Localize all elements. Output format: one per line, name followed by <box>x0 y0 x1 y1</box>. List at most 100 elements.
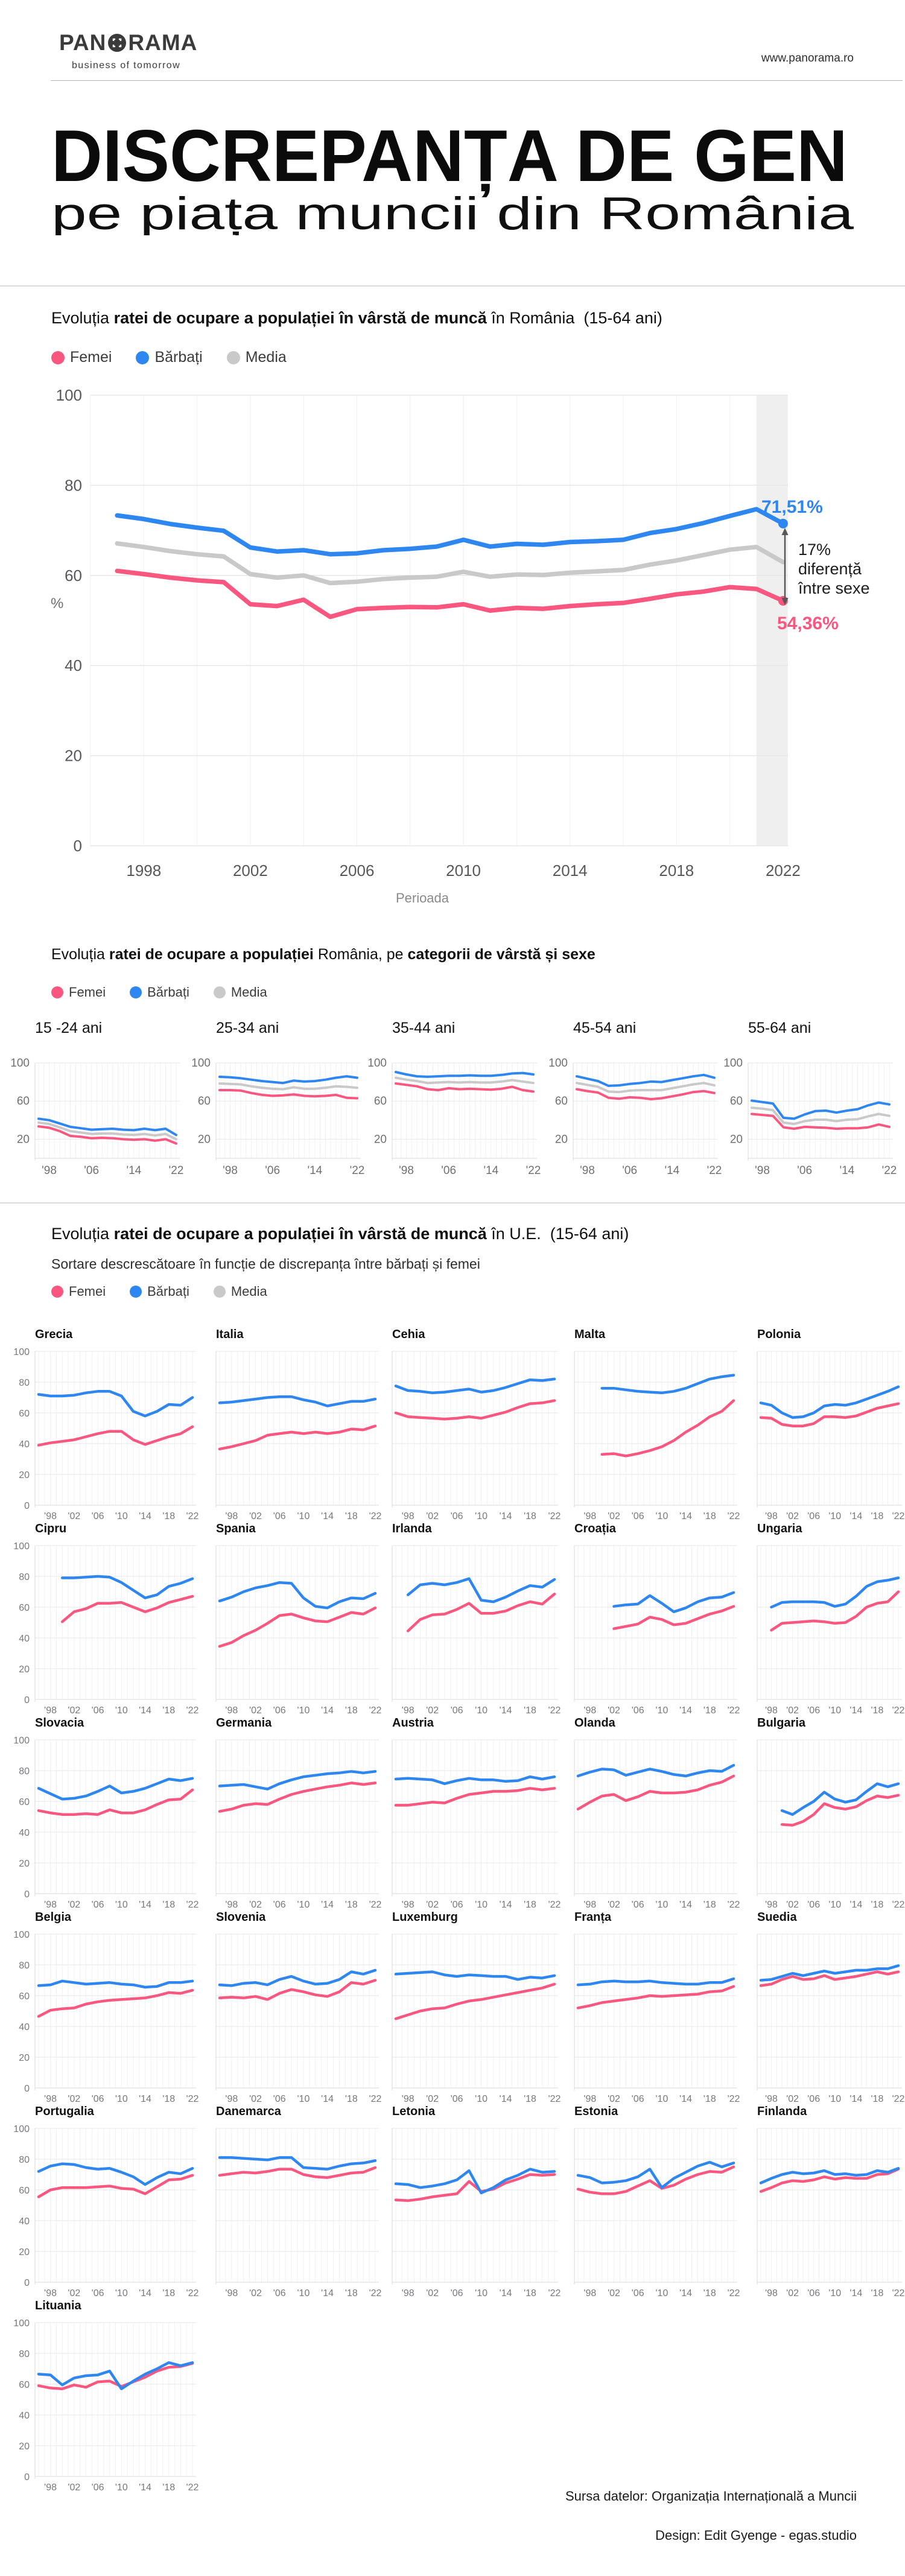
line-Bărbați <box>37 1390 194 1418</box>
chart-eu-cehia: Cehia '98 '02 '06 '10 '14 '18 '22 <box>392 1328 561 1521</box>
line-Femei <box>218 2166 377 2179</box>
svg-text:25-34 ani: 25-34 ani <box>216 1020 279 1036</box>
svg-text:'06: '06 <box>632 1511 644 1521</box>
header-divider <box>51 80 903 81</box>
svg-text:60: 60 <box>730 1095 743 1108</box>
svg-text:'22: '22 <box>548 2094 561 2104</box>
svg-text:'14: '14 <box>126 1164 141 1177</box>
chart-eu-finlanda: Finlanda '98 '02 '06 '10 '14 '18 '22 <box>757 2105 905 2298</box>
svg-text:'22: '22 <box>892 1511 905 1521</box>
section3-subtitle: Sortare descrescătoare în funcție de dis… <box>51 1256 480 1272</box>
femei-dot-icon <box>51 986 63 998</box>
svg-text:'22: '22 <box>369 1705 382 1716</box>
diff-arrow-icon <box>781 528 789 605</box>
x-axis-title: Perioada <box>396 890 449 906</box>
line-Femei <box>576 2165 735 2195</box>
svg-text:'22: '22 <box>892 2094 905 2104</box>
svg-text:'98: '98 <box>765 1900 778 1910</box>
svg-text:'98: '98 <box>583 1511 596 1521</box>
svg-text:20: 20 <box>374 1133 387 1146</box>
line-Femei <box>394 1399 556 1421</box>
svg-text:20: 20 <box>19 1470 30 1480</box>
line-Bărbați <box>406 1577 556 1604</box>
line-Bărbați <box>37 1979 194 1989</box>
svg-text:2014: 2014 <box>553 861 588 880</box>
svg-text:'06: '06 <box>451 1511 463 1521</box>
line-Bărbați <box>218 1075 358 1085</box>
svg-text:'10: '10 <box>115 1900 128 1910</box>
chart-eu-belgia: Belgia 100 80 60 40 20 0 '98 '02 '06 '10 '14 '18 '22 <box>13 1911 198 2104</box>
svg-text:'10: '10 <box>475 1705 487 1716</box>
svg-text:40: 40 <box>65 656 82 674</box>
svg-text:'22: '22 <box>369 1511 382 1521</box>
chart-eu-franta: Franța '98 '02 '06 '10 '14 '18 '22 <box>574 1911 740 2104</box>
legend-item-media: Media <box>213 985 267 1000</box>
svg-text:'02: '02 <box>608 1511 620 1521</box>
svg-text:'02: '02 <box>249 1900 262 1910</box>
svg-text:2010: 2010 <box>446 861 481 880</box>
logo-text-post: RAMA <box>128 30 198 55</box>
line-Bărbați <box>115 507 786 557</box>
svg-text:'10: '10 <box>115 1511 128 1521</box>
svg-text:'10: '10 <box>828 2288 841 2298</box>
line-Femei <box>759 2168 900 2193</box>
svg-text:Slovenia: Slovenia <box>216 1911 266 1924</box>
svg-text:'10: '10 <box>115 1705 128 1716</box>
svg-text:0: 0 <box>24 2472 30 2482</box>
line-Media <box>395 1076 535 1085</box>
line-Bărbați <box>218 1395 377 1407</box>
svg-text:0: 0 <box>74 837 82 855</box>
legend-item-femei: Femei <box>51 1284 106 1299</box>
svg-text:'18: '18 <box>162 2482 175 2493</box>
panorama-logo-aperture-icon <box>107 33 127 52</box>
chart-eu-spania: Spania '98 '02 '06 '10 '14 '18 '22 <box>215 1522 382 1716</box>
svg-text:'98: '98 <box>765 2094 778 2104</box>
svg-text:'22: '22 <box>707 1164 722 1177</box>
svg-text:60: 60 <box>19 1797 30 1807</box>
svg-text:'06: '06 <box>273 1705 286 1716</box>
svg-text:'14: '14 <box>849 1900 862 1910</box>
media-dot-icon <box>213 986 226 998</box>
line-Femei <box>218 1607 377 1648</box>
svg-text:Estonia: Estonia <box>574 2105 618 2118</box>
svg-text:'18: '18 <box>162 1511 175 1521</box>
svg-text:'18: '18 <box>162 2094 175 2104</box>
svg-text:'10: '10 <box>828 2094 841 2104</box>
svg-text:'14: '14 <box>679 1705 692 1716</box>
chart-eu-slovacia: Slovacia 100 80 60 40 20 0 '98 '02 '06 '10 '14 '18 '2… <box>13 1716 198 1910</box>
svg-text:'14: '14 <box>679 1900 692 1910</box>
media-dot-icon <box>213 1286 226 1298</box>
svg-text:60: 60 <box>65 566 82 585</box>
chart-eu-croatia: Croația '98 '02 '06 '10 '14 '18 '22 <box>574 1522 740 1716</box>
svg-text:Olanda: Olanda <box>574 1716 616 1730</box>
svg-text:Luxemburg: Luxemburg <box>392 1911 458 1924</box>
svg-text:'10: '10 <box>297 1705 310 1716</box>
svg-text:Franța: Franța <box>574 1911 612 1924</box>
svg-text:'22: '22 <box>892 1705 905 1716</box>
line-Femei <box>115 568 786 620</box>
svg-text:'18: '18 <box>871 2094 883 2104</box>
legend-main: Femei Bărbați Media <box>51 349 287 366</box>
svg-text:'98: '98 <box>44 1705 57 1716</box>
svg-text:'18: '18 <box>524 1511 536 1521</box>
svg-text:55-64 ani: 55-64 ani <box>748 1020 811 1036</box>
svg-text:Suedia: Suedia <box>757 1911 797 1924</box>
svg-text:'02: '02 <box>786 1511 799 1521</box>
line-Femei <box>759 1970 900 1987</box>
chart-eu-polonia: Polonia '98 '02 '06 '10 '14 '18 '22 <box>757 1328 905 1521</box>
site-url[interactable]: www.panorama.ro <box>761 52 854 65</box>
svg-text:'02: '02 <box>249 1705 262 1716</box>
svg-text:'06: '06 <box>92 2094 104 2104</box>
svg-text:'10: '10 <box>655 2288 668 2298</box>
svg-text:100: 100 <box>13 1736 30 1746</box>
svg-text:'10: '10 <box>655 2094 668 2104</box>
svg-text:100: 100 <box>13 1930 30 1940</box>
svg-text:'18: '18 <box>162 1705 175 1716</box>
chart-eu-estonia: Estonia '98 '02 '06 '10 '14 '18 '22 <box>574 2105 740 2298</box>
line-Femei <box>394 2173 556 2203</box>
svg-text:'02: '02 <box>608 2094 620 2104</box>
svg-text:'98: '98 <box>223 1164 238 1177</box>
svg-text:'22: '22 <box>892 1900 905 1910</box>
svg-text:'18: '18 <box>524 2288 536 2298</box>
